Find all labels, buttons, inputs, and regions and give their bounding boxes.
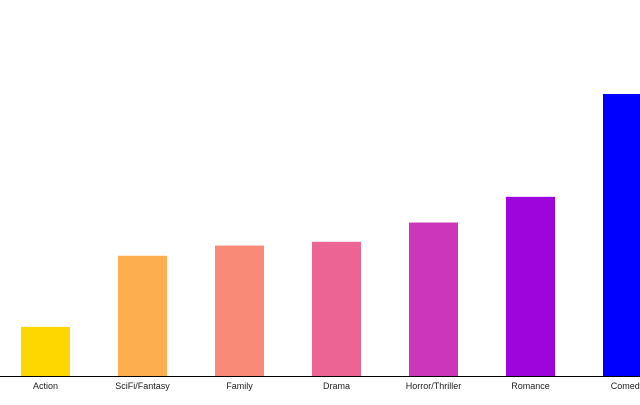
x-tick-label: Drama [323, 381, 350, 391]
bar-action [21, 326, 70, 376]
bar-scifi-fantasy [118, 255, 167, 376]
x-tick-label: Action [33, 381, 58, 391]
bars-layer [21, 94, 640, 377]
bar-horror-thriller [409, 222, 458, 376]
bar-romance [506, 196, 555, 376]
x-tick-label: Horror/Thriller [406, 381, 462, 391]
x-tick-label: SciFi/Fantasy [115, 381, 170, 391]
bar-drama [312, 241, 361, 376]
x-tick-label: Romance [511, 381, 550, 391]
bar-comedy [603, 94, 640, 377]
x-tick-label: Comedy [611, 381, 640, 391]
bar-family [215, 245, 264, 376]
tick-labels-layer: Action SciFi/Fantasy Family Drama Horror/Thr… [33, 381, 640, 391]
x-tick-label: Family [226, 381, 253, 391]
